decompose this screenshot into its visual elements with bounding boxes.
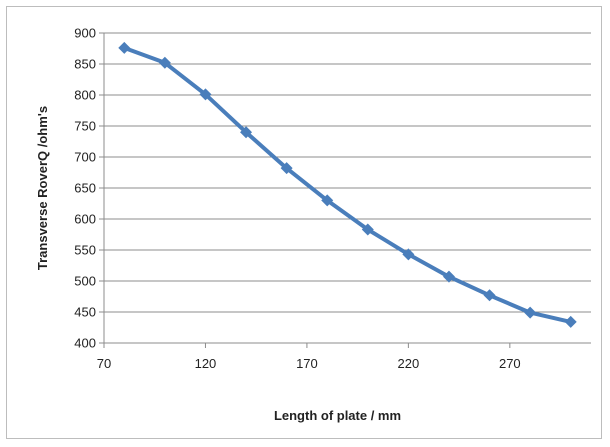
data-point: [280, 162, 293, 175]
axes: [99, 32, 591, 348]
data-point: [564, 315, 577, 328]
data-point: [483, 289, 496, 302]
y-axis-title: Transverse RoverQ /ohm's: [35, 106, 50, 270]
tick-labels: 400 450 500 550 600 650 700 750 800 850 900 70 120 17…: [74, 26, 520, 372]
y-tick-label: 750: [74, 119, 96, 134]
y-tick-label: 900: [74, 26, 96, 41]
y-tick-label: 400: [74, 336, 96, 351]
x-tick-label: 220: [398, 356, 420, 371]
y-tick-label: 850: [74, 57, 96, 72]
x-axis-title: Length of plate / mm: [274, 408, 401, 423]
data-point: [402, 248, 415, 261]
data-point: [158, 56, 171, 69]
x-tick-label: 120: [195, 356, 217, 371]
data-point: [321, 194, 334, 207]
data-point: [361, 223, 374, 236]
y-tick-label: 700: [74, 150, 96, 165]
y-tick-label: 800: [74, 88, 96, 103]
x-tick-label: 70: [97, 356, 111, 371]
x-tick-label: 170: [296, 356, 318, 371]
gridlines: [104, 32, 591, 313]
y-tick-label: 650: [74, 181, 96, 196]
data-point: [524, 306, 537, 319]
chart-frame: [6, 6, 602, 439]
x-tick-label: 270: [499, 356, 521, 371]
data-point: [199, 88, 212, 101]
series-line: [122, 45, 573, 324]
series: [118, 41, 577, 328]
data-point: [118, 41, 131, 54]
y-tick-label: 550: [74, 243, 96, 258]
y-tick-label: 500: [74, 274, 96, 289]
data-point: [240, 126, 253, 139]
y-tick-label: 450: [74, 305, 96, 320]
data-point: [442, 270, 455, 283]
y-tick-label: 600: [74, 212, 96, 227]
